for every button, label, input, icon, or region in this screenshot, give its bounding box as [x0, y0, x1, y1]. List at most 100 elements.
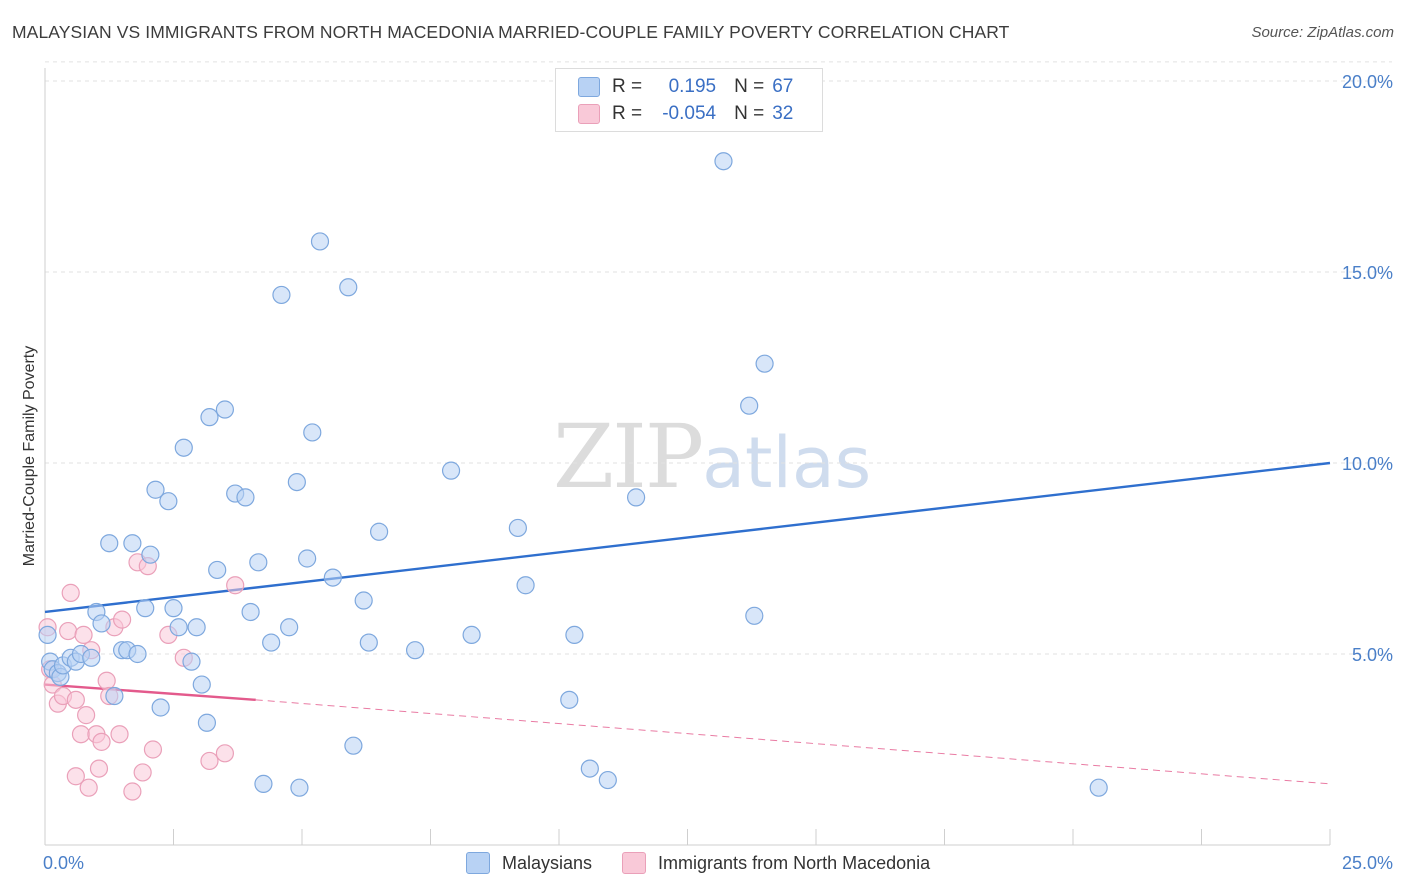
point-malaysians	[441, 461, 461, 480]
point-malaysians	[192, 675, 211, 694]
point-malaysians	[100, 534, 119, 553]
legend-row-malaysians: R = 0.195 N = 67	[578, 74, 793, 100]
legend-r-label: R =	[612, 76, 643, 97]
legend-r-value: -0.054	[662, 103, 717, 124]
point-macedonia	[112, 610, 132, 629]
point-macedonia	[71, 725, 91, 744]
point-malaysians	[254, 774, 273, 793]
point-malaysians	[241, 602, 260, 622]
point-macedonia	[92, 732, 111, 751]
trend-line-macedonia	[44, 683, 256, 702]
y-tick-label: 20.0%	[1342, 72, 1393, 92]
point-malaysians	[208, 560, 227, 580]
point-malaysians	[323, 568, 342, 587]
series-name-macedonia: Immigrants from North Macedonia	[658, 852, 931, 873]
point-malaysians	[508, 518, 527, 538]
chart-title: MALAYSIAN VS IMMIGRANTS FROM NORTH MACED…	[12, 22, 1010, 42]
point-macedonia	[59, 621, 78, 641]
trend-line-malaysians	[44, 461, 1331, 614]
point-malaysians	[1089, 778, 1108, 797]
point-macedonia	[123, 782, 142, 801]
legend-n-label: N =	[734, 103, 765, 124]
point-malaysians	[197, 713, 217, 732]
legend-r-value: 0.195	[668, 76, 717, 97]
point-malaysians	[354, 591, 373, 610]
legend-n-value: 32	[772, 103, 794, 124]
point-malaysians	[128, 644, 147, 664]
point-macedonia	[66, 690, 85, 709]
point-malaysians	[272, 285, 291, 305]
point-malaysians	[159, 492, 178, 511]
point-macedonia	[61, 583, 80, 602]
point-malaysians	[280, 618, 299, 637]
point-malaysians	[290, 778, 309, 797]
point-macedonia	[97, 671, 116, 690]
point-macedonia	[79, 778, 98, 797]
trend-lines	[44, 461, 1331, 785]
trend-line-macedonia-extension	[255, 699, 1331, 785]
y-tick-label: 15.0%	[1342, 263, 1393, 283]
point-malaysians	[370, 522, 389, 541]
y-tick-label: 10.0%	[1342, 454, 1393, 474]
point-malaysians	[560, 690, 579, 709]
point-malaysians	[38, 625, 57, 645]
point-malaysians	[359, 633, 378, 652]
zipatlas-watermark: ZIPatlas	[553, 405, 871, 508]
series-swatch-malaysians	[466, 852, 490, 874]
point-malaysians	[262, 633, 281, 652]
point-malaysians	[92, 614, 111, 633]
point-malaysians	[626, 488, 646, 507]
point-malaysians	[105, 686, 124, 706]
point-macedonia	[77, 706, 96, 725]
point-malaysians	[755, 354, 774, 373]
point-malaysians	[339, 278, 358, 297]
tick-labels: 5.0% 10.0% 15.0% 20.0% 0.0% 25.0%	[43, 72, 1393, 873]
point-malaysians	[236, 488, 255, 507]
point-malaysians	[405, 641, 425, 660]
y-tick-label: 5.0%	[1352, 645, 1393, 665]
legend-n-label: N =	[734, 76, 765, 97]
point-malaysians	[310, 232, 330, 251]
point-malaysians	[516, 576, 535, 595]
point-malaysians	[164, 599, 183, 618]
point-malaysians	[187, 618, 206, 637]
point-malaysians	[580, 759, 599, 778]
point-malaysians	[151, 698, 170, 717]
legend-row-macedonia: R = -0.054 N = 32	[578, 101, 793, 127]
point-malaysians	[136, 599, 155, 618]
point-malaysians	[303, 423, 322, 442]
point-malaysians	[169, 618, 188, 637]
series-legend-malaysians: Malaysians	[466, 852, 592, 874]
point-malaysians	[298, 549, 317, 568]
point-malaysians	[182, 652, 201, 671]
point-macedonia	[215, 744, 234, 763]
source-label: Source: ZipAtlas.com	[1251, 24, 1394, 41]
point-macedonia	[200, 751, 219, 771]
series-swatch-macedonia	[622, 852, 647, 874]
legend-swatch-macedonia	[578, 104, 600, 124]
point-malaysians	[287, 473, 306, 492]
legend-n-value: 67	[772, 76, 794, 97]
point-macedonia	[66, 767, 85, 786]
series-legend: Malaysians Immigrants from North Macedon…	[466, 852, 960, 874]
point-malaysians	[462, 625, 481, 645]
point-macedonia	[143, 740, 163, 759]
gridlines	[45, 61, 1392, 655]
point-malaysians	[745, 606, 764, 625]
legend-r-label: R =	[612, 103, 643, 124]
point-macedonia	[226, 576, 245, 595]
point-malaysians	[565, 625, 584, 645]
watermark-zip: ZIP	[553, 405, 704, 508]
point-macedonia	[74, 625, 93, 645]
x-tick-label-max: 25.0%	[1342, 853, 1393, 873]
watermark-atlas: atlas	[702, 422, 872, 504]
point-macedonia	[89, 759, 109, 778]
point-malaysians	[82, 648, 101, 667]
series-name-malaysians: Malaysians	[502, 852, 593, 873]
x-tick-label-min: 0.0%	[43, 853, 84, 873]
point-malaysians	[740, 396, 759, 415]
data-points	[38, 152, 1108, 801]
axes	[44, 68, 1331, 846]
point-malaysians	[249, 553, 268, 572]
